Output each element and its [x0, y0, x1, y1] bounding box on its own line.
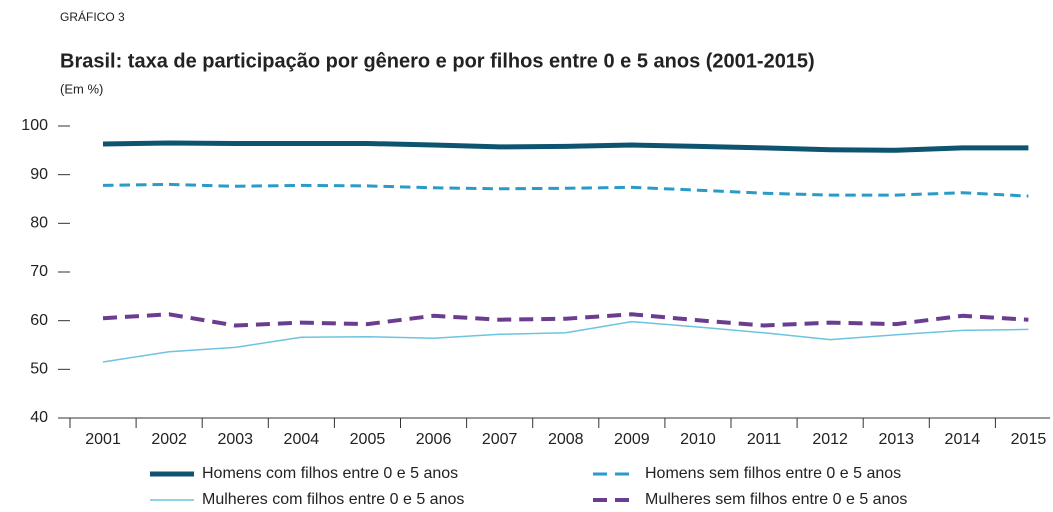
- x-tick-label: 2013: [878, 431, 914, 448]
- y-tick-label: 40: [30, 409, 48, 426]
- x-tick-label: 2005: [350, 431, 386, 448]
- x-tick-label: 2009: [614, 431, 650, 448]
- x-tick-label: 2001: [85, 431, 121, 448]
- series-line: [102, 320, 1029, 363]
- y-tick-label: 60: [30, 312, 48, 329]
- x-tick-label: 2002: [151, 431, 187, 448]
- x-tick-label: 2008: [548, 431, 584, 448]
- series-line: [102, 312, 1029, 328]
- x-tick-label: 2004: [284, 431, 320, 448]
- y-tick-label: 50: [30, 361, 48, 378]
- legend-label: Homens com filhos entre 0 e 5 anos: [202, 465, 458, 482]
- x-tick-label: 2014: [945, 431, 981, 448]
- y-tick-label: 100: [21, 117, 48, 134]
- legend-label: Mulheres com filhos entre 0 e 5 anos: [202, 491, 464, 508]
- y-tick-label: 70: [30, 263, 48, 280]
- x-tick-label: 2003: [217, 431, 253, 448]
- x-tick-label: 2010: [680, 431, 716, 448]
- series-line: [102, 140, 1029, 153]
- x-tick-label: 2011: [747, 431, 782, 448]
- x-tick-label: 2006: [416, 431, 452, 448]
- subtitle: (Em %): [60, 81, 103, 96]
- legend-label: Mulheres sem filhos entre 0 e 5 anos: [645, 491, 907, 508]
- x-tick-label: 2007: [482, 431, 518, 448]
- chart-title: Brasil: taxa de participação por gênero …: [60, 50, 815, 72]
- kicker: GRÁFICO 3: [60, 9, 125, 24]
- x-tick-label: 2015: [1011, 431, 1047, 448]
- legend-label: Homens sem filhos entre 0 e 5 anos: [645, 465, 901, 482]
- y-tick-label: 80: [30, 215, 48, 232]
- series-line: [102, 182, 1029, 198]
- x-tick-label: 2012: [812, 431, 848, 448]
- y-tick-label: 90: [30, 166, 48, 183]
